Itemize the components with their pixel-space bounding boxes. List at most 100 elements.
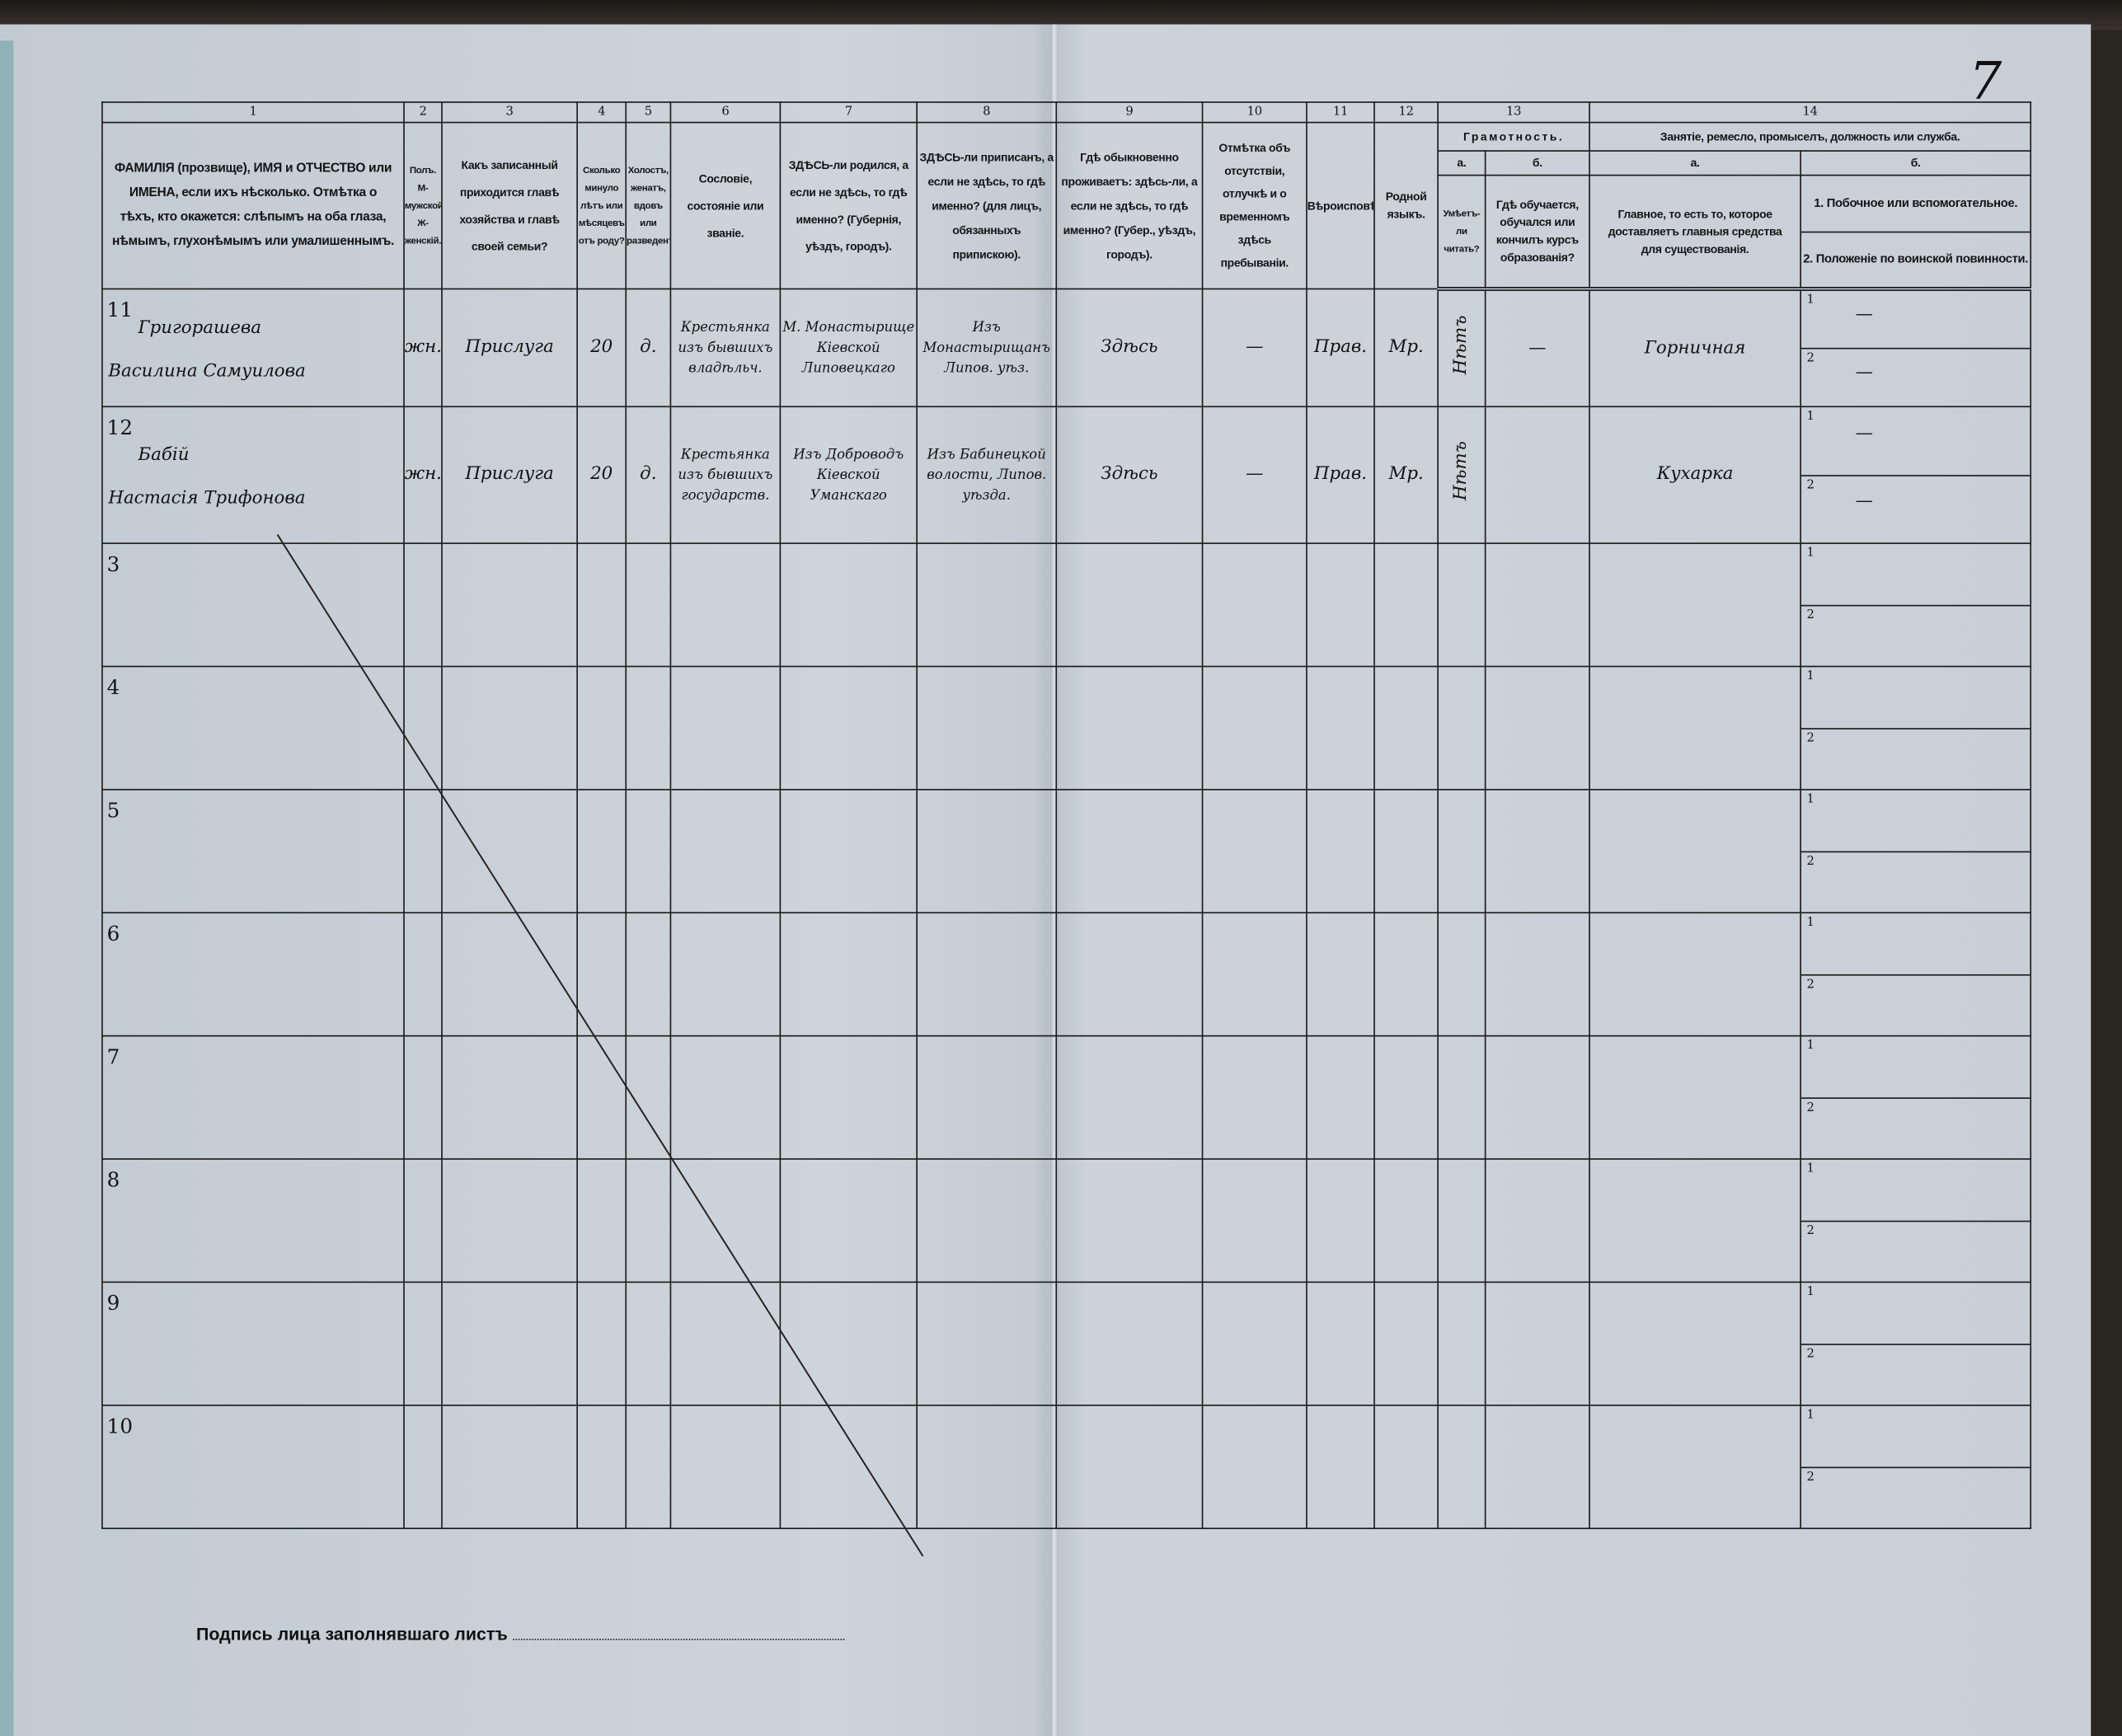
cell-residence (1055, 1035, 1204, 1160)
military-status: 2 (1802, 1098, 2030, 1157)
cell-occupation (1589, 542, 1801, 668)
cell-religion (1306, 1158, 1375, 1283)
row-number: 4 (106, 675, 120, 700)
cell-sex (403, 912, 443, 1037)
cell-sex (403, 1035, 443, 1160)
cell-marital (625, 1404, 672, 1530)
residence-value: Здѣсь (1101, 336, 1158, 358)
cell-birthplace (779, 1404, 918, 1530)
cell-name: 9 (101, 1281, 405, 1406)
military-status: 2 (1802, 1467, 2030, 1527)
marital-value: д. (640, 336, 657, 358)
cell-birthplace: Изъ Доброводъ Кіевской Уманскаго (779, 406, 918, 544)
cell-literate (1437, 1158, 1486, 1283)
cell-education (1484, 1404, 1590, 1530)
cell-religion (1306, 789, 1375, 914)
cell-age (576, 912, 627, 1037)
signature-line[interactable] (513, 1638, 845, 1640)
sub-label: 2 (1806, 731, 1814, 745)
cell-language (1373, 1158, 1439, 1283)
cell-birthplace (779, 542, 918, 668)
cell-education (1484, 665, 1590, 791)
cell-name: 3 (101, 542, 405, 668)
signature-field: Подпись лица заполнявшаго листъ (196, 1624, 845, 1645)
table-row: 11 Григорашева Василина Самуилова жн. Прислу… (101, 288, 2032, 408)
cell-age (576, 665, 627, 791)
header-main-occupation: Главное, то есть то, которое доставляетъ… (1589, 174, 1801, 291)
row-number: 12 (106, 415, 134, 440)
cell-birthplace: М. Монастырище Кіевской Липовецкаго (779, 288, 918, 408)
cell-absence (1201, 665, 1307, 791)
estate-value: Крестьянка изъ бывшихъ государств. (678, 447, 773, 503)
cell-language (1373, 1035, 1439, 1160)
census-table: 1 2 3 4 5 6 7 8 9 10 11 12 13 14 ФАМИЛІЯ… (101, 101, 2032, 1530)
cell-occupation (1589, 912, 1801, 1037)
cell-estate (669, 912, 782, 1037)
row-number: 3 (106, 551, 120, 577)
cell-language (1373, 912, 1439, 1037)
military-status: 2 (1802, 975, 2030, 1035)
colnum: 9 (1055, 101, 1204, 124)
cell-residence (1055, 1404, 1204, 1530)
age-value: 20 (590, 464, 613, 485)
sex-value: жн. (404, 464, 442, 485)
sex-value: жн. (404, 336, 442, 358)
relation-value: Прислуга (465, 464, 554, 485)
absence-value: — (1246, 336, 1264, 358)
secondary-occupation: 1 (1801, 545, 2030, 606)
cell-estate (669, 1158, 782, 1283)
cell-education: — (1484, 288, 1590, 408)
cell-name: 6 (101, 912, 405, 1037)
sub-label: 2 (1806, 608, 1814, 622)
military-value: — (1855, 491, 1873, 513)
cell-name: 12 Бабій Настасія Трифонова (101, 406, 405, 544)
cell-sex: жн. (403, 288, 443, 408)
cell-estate (669, 1404, 782, 1530)
cell-language: Мр. (1373, 288, 1439, 408)
cell-registered: Изъ Бабинецкой волости, Липов. уѣзда. (916, 406, 1058, 544)
sub-label: 1 (1806, 547, 1814, 561)
cell-relation: Прислуга (441, 288, 578, 408)
header-military: 2. Положеніе по воинской повинности. (1803, 251, 2029, 266)
military-status: 2 (1802, 852, 2030, 911)
cell-religion (1306, 912, 1375, 1037)
header-secondary: 1. Побочное или вспомогательное. 2. Поло… (1800, 174, 2032, 291)
secondary-value: — (1855, 304, 1873, 326)
cell-language (1373, 1281, 1439, 1406)
cell-education (1484, 789, 1590, 914)
cell-absence (1201, 1158, 1307, 1283)
column-number-row: 1 2 3 4 5 6 7 8 9 10 11 12 13 14 (101, 101, 2032, 124)
occupation-value: Горничная (1644, 337, 1746, 359)
cell-religion: Прав. (1306, 288, 1375, 408)
cell-relation (441, 1158, 578, 1283)
header-residence: Гдѣ обыкновенно проживаетъ: здѣсь-ли, а … (1055, 121, 1204, 290)
cell-age (576, 789, 627, 914)
cell-religion (1306, 1404, 1375, 1530)
cell-literate (1437, 1404, 1486, 1530)
cell-occupation (1589, 1158, 1801, 1283)
colnum: 3 (441, 101, 578, 124)
cell-occupation (1589, 789, 1801, 914)
header-relation: Какъ записанный приходится главѣ хозяйст… (441, 121, 578, 290)
header-literacy: Грамотность. (1437, 121, 1590, 152)
sub-label: 1 (1806, 410, 1814, 424)
header-marital: Холостъ, женатъ, вдовъ или разведенъ. (625, 121, 672, 290)
cell-sex (403, 1281, 443, 1406)
military-status: 2 (1802, 1344, 2030, 1404)
cell-absence (1201, 789, 1307, 914)
estate-value: Крестьянка изъ бывшихъ владѣльч. (678, 320, 773, 376)
secondary-value: — (1855, 423, 1873, 444)
cell-registered (916, 1281, 1058, 1406)
sub-label: 1 (1806, 1162, 1814, 1176)
secondary-occupation: 1 (1801, 914, 2030, 975)
cell-occupation: Кухарка (1589, 406, 1801, 544)
military-status: 2 (1802, 606, 2030, 665)
cell-absence: — (1201, 288, 1307, 408)
cell-estate: Крестьянка изъ бывшихъ владѣльч. (669, 288, 782, 408)
cell-residence (1055, 1158, 1204, 1283)
